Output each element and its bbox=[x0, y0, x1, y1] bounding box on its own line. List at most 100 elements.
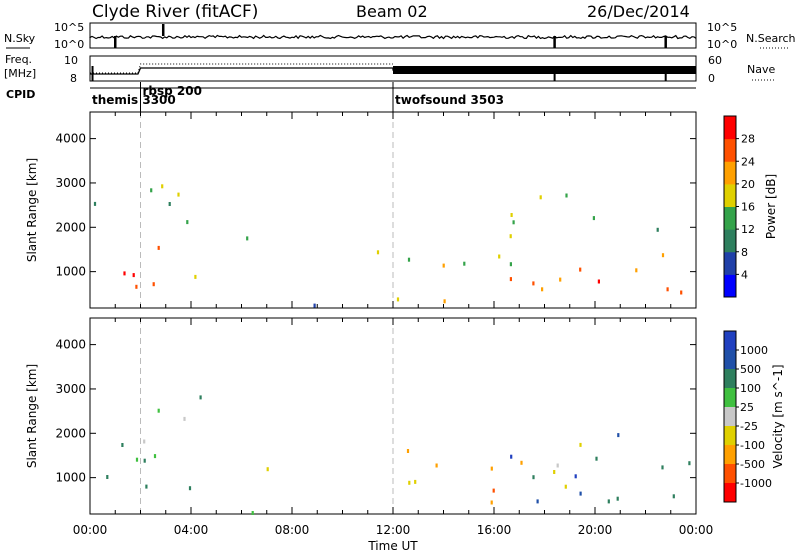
colorbar-tick-label: 28 bbox=[741, 133, 755, 146]
site-title: Clyde River (fitACF) bbox=[92, 2, 258, 22]
data-cell bbox=[616, 496, 619, 501]
colorbar-swatch bbox=[724, 138, 736, 162]
plot-frame bbox=[89, 317, 697, 515]
y-tick-label: 3000 bbox=[55, 382, 86, 396]
beam-title: Beam 02 bbox=[356, 2, 428, 21]
data-cell bbox=[188, 486, 192, 491]
data-cell bbox=[509, 262, 512, 267]
data-cell bbox=[463, 261, 466, 266]
data-cell bbox=[688, 461, 691, 466]
nsky-panel bbox=[89, 22, 697, 49]
data-cell bbox=[396, 297, 400, 302]
data-cell bbox=[313, 303, 316, 308]
cpid-segment-label: rbsp 200 bbox=[143, 84, 202, 98]
data-cell bbox=[145, 484, 148, 489]
colorbar-swatch bbox=[724, 350, 736, 370]
data-cell bbox=[376, 250, 380, 255]
data-cell bbox=[143, 458, 146, 463]
data-cell bbox=[512, 220, 515, 225]
data-cell bbox=[541, 287, 544, 292]
power-colorbar: 4 8 12 16 20 24 28 Power [dB] bbox=[723, 115, 778, 298]
data-cell bbox=[509, 234, 512, 239]
colorbar-swatch bbox=[724, 464, 736, 484]
data-cell bbox=[498, 254, 501, 259]
colorbar-frame bbox=[723, 330, 737, 503]
y-axis-label: Slant Range [km] bbox=[25, 158, 39, 262]
data-cell bbox=[532, 281, 535, 286]
data-cell bbox=[539, 195, 542, 200]
data-cell bbox=[492, 488, 495, 493]
data-cell bbox=[536, 499, 539, 504]
data-cell bbox=[579, 491, 582, 496]
colorbar-tick-label: 4 bbox=[741, 268, 748, 281]
data-cell bbox=[186, 220, 189, 225]
data-cell bbox=[177, 192, 180, 197]
data-cell bbox=[661, 253, 665, 258]
colorbar-tick-label: -25 bbox=[740, 420, 758, 433]
nave-label: Nave bbox=[747, 63, 775, 76]
nsky-tick-low: 10^0 bbox=[54, 38, 84, 51]
y-tick-label: 2000 bbox=[55, 220, 86, 234]
data-cell bbox=[246, 236, 249, 241]
nave-line bbox=[90, 63, 393, 74]
data-cell bbox=[251, 511, 254, 515]
colorbar-swatch bbox=[724, 426, 736, 446]
data-cell bbox=[579, 267, 582, 272]
data-cell bbox=[135, 284, 138, 289]
colorbar-swatch bbox=[724, 483, 736, 503]
colorbar-tick-label: -100 bbox=[740, 439, 765, 452]
x-tick-label: 00:00 bbox=[73, 523, 108, 537]
data-cell bbox=[564, 484, 567, 489]
colorbar-swatch bbox=[724, 369, 736, 389]
nsky-tick-high: 10^5 bbox=[54, 21, 84, 34]
data-cell bbox=[607, 499, 610, 504]
data-cell bbox=[157, 408, 160, 413]
colorbar-swatch bbox=[724, 229, 736, 253]
data-cell bbox=[153, 454, 157, 459]
data-cell bbox=[556, 463, 559, 468]
data-cell bbox=[199, 395, 202, 400]
power-panel: 1000 2000 3000 4000 Slant Range [km] bbox=[25, 111, 697, 309]
data-cell bbox=[414, 479, 417, 484]
colorbar-swatch bbox=[724, 206, 736, 230]
nsearch-tick-high: 10^5 bbox=[707, 21, 737, 34]
data-cell bbox=[672, 494, 675, 499]
colorbar-tick-label: 20 bbox=[741, 178, 755, 191]
nave-tick-low: 0 bbox=[708, 72, 715, 85]
data-cell bbox=[121, 443, 124, 447]
x-tick-label: 04:00 bbox=[174, 523, 209, 537]
data-cell bbox=[123, 271, 126, 276]
freq-tick-low: 8 bbox=[70, 72, 77, 85]
nsearch-tick-low: 10^0 bbox=[707, 38, 737, 51]
cpid-segment-label: twofsound 3503 bbox=[395, 93, 504, 107]
y-axis-label: Slant Range [km] bbox=[25, 364, 39, 468]
data-cell bbox=[435, 463, 438, 468]
cpid-label: CPID bbox=[6, 88, 35, 101]
nave-dense-block bbox=[393, 66, 696, 74]
x-tick-label: 08:00 bbox=[275, 523, 310, 537]
data-cell bbox=[161, 184, 164, 189]
x-tick-label: 20:00 bbox=[578, 523, 613, 537]
data-cell bbox=[617, 433, 620, 438]
colorbar-swatch bbox=[724, 388, 736, 408]
data-cell bbox=[183, 416, 186, 421]
data-cell bbox=[135, 457, 139, 462]
data-cell bbox=[574, 474, 577, 479]
colorbar-tick-label: 8 bbox=[741, 246, 748, 259]
time-axis: 00:00 04:00 08:00 12:00 16:00 20:00 00:00 bbox=[73, 523, 714, 537]
colorbar-swatch bbox=[724, 183, 736, 207]
data-cell bbox=[406, 449, 410, 453]
colorbar-swatch bbox=[724, 274, 736, 298]
freq-label-1: Freq. bbox=[5, 53, 32, 66]
data-cell bbox=[407, 257, 411, 262]
freq-label-2: [MHz] bbox=[4, 67, 36, 80]
colorbar-tick-label: -1000 bbox=[740, 477, 772, 490]
data-cell bbox=[509, 277, 512, 282]
data-cell bbox=[443, 299, 446, 304]
data-cell bbox=[168, 202, 171, 206]
data-cell bbox=[510, 454, 513, 459]
data-cell bbox=[592, 216, 595, 221]
colorbar-swatch bbox=[724, 445, 736, 465]
colorbar-swatch bbox=[724, 407, 736, 427]
